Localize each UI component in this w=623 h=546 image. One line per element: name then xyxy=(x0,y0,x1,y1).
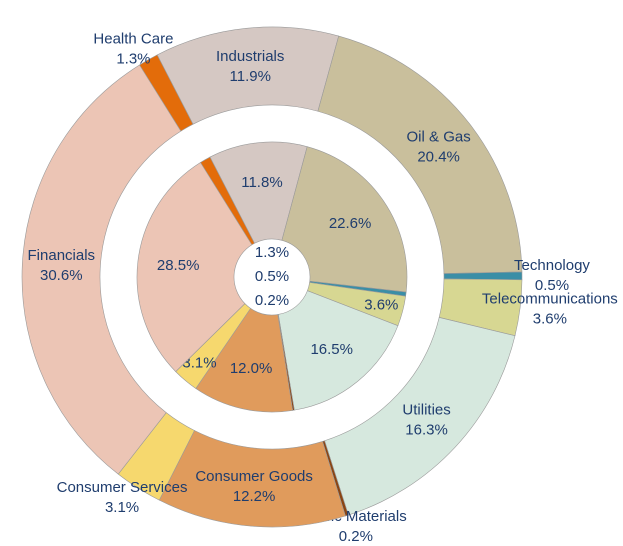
value-label: 0.2% xyxy=(255,292,289,309)
value-label: 22.6% xyxy=(329,215,372,232)
value-label: 0.2% xyxy=(339,528,373,545)
slice xyxy=(195,307,294,413)
value-label: 11.8% xyxy=(241,174,282,191)
slice-label: Oil & Gas xyxy=(407,129,471,146)
value-label: 0.5% xyxy=(255,268,289,285)
slice-label: Industrials xyxy=(216,48,284,65)
value-label: 28.5% xyxy=(157,257,200,274)
slice xyxy=(21,64,182,475)
slice-label: Financials xyxy=(28,247,96,264)
slice-label: Technology xyxy=(514,257,590,274)
slice xyxy=(136,162,253,373)
value-label: 11.9% xyxy=(230,68,271,85)
value-label: 16.5% xyxy=(310,341,353,358)
slice xyxy=(277,290,399,411)
slice xyxy=(209,141,308,244)
value-label: 30.6% xyxy=(40,267,83,284)
slice xyxy=(281,146,408,293)
slice xyxy=(317,35,523,274)
slice xyxy=(443,271,523,281)
value-label: 3.6% xyxy=(364,297,398,314)
value-label: 3.1% xyxy=(182,355,216,372)
value-label: 1.3% xyxy=(255,244,289,261)
slice-label: Health Care xyxy=(93,30,173,47)
value-label: 12.0% xyxy=(230,360,273,377)
value-label: 16.3% xyxy=(405,422,448,439)
slice-label: Utilities xyxy=(402,402,450,419)
slice-label: Consumer Goods xyxy=(195,468,313,485)
value-label: 3.6% xyxy=(533,310,567,327)
slice-label: Consumer Services xyxy=(57,479,188,496)
value-label: 20.4% xyxy=(417,149,460,166)
slice-label: Telecommunications xyxy=(482,290,618,307)
value-label: 12.2% xyxy=(233,488,276,505)
value-label: 1.3% xyxy=(116,50,150,67)
value-label: 3.1% xyxy=(105,499,139,516)
value-label: 0.5% xyxy=(535,277,569,294)
